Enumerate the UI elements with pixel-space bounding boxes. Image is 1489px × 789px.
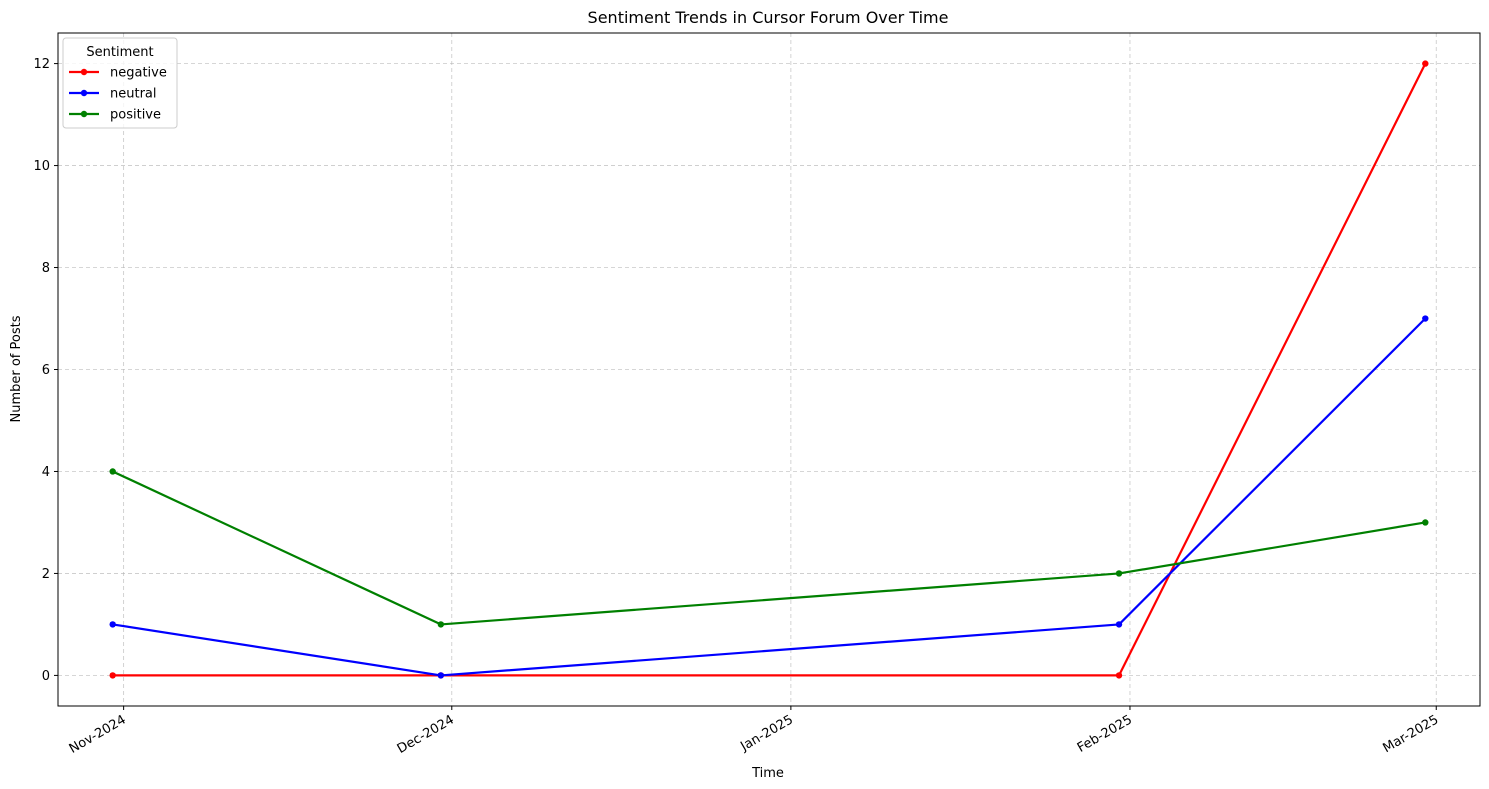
data-point-negative: [1422, 60, 1429, 67]
x-tick-label: Feb-2025: [1075, 712, 1135, 755]
legend-label-positive: positive: [110, 108, 161, 123]
data-point-negative: [1115, 672, 1123, 679]
x-axis-label: Time: [751, 766, 784, 781]
y-axis-label: Number of Posts: [9, 315, 24, 422]
legend-box: [62, 37, 178, 129]
x-tick-label: Jan-2025: [737, 712, 795, 754]
y-tick-label: 4: [42, 465, 50, 480]
series-group: [109, 60, 1429, 679]
data-point-neutral: [1115, 621, 1123, 628]
data-point-negative: [109, 672, 116, 679]
data-point-positive: [1422, 519, 1429, 526]
chart-title: Sentiment Trends in Cursor Forum Over Ti…: [588, 8, 949, 27]
x-tick-label: Mar-2025: [1380, 712, 1441, 756]
series-line-negative: [112, 63, 1427, 677]
grid-lines: [58, 33, 1480, 706]
y-tick-label: 8: [42, 261, 50, 276]
series-line-neutral: [112, 317, 1427, 677]
data-point-positive: [437, 621, 445, 628]
data-point-neutral: [437, 672, 445, 679]
data-point-neutral: [109, 621, 116, 628]
y-tick-label: 0: [42, 669, 50, 684]
data-point-neutral: [1422, 315, 1429, 322]
legend-label-negative: negative: [110, 66, 167, 81]
x-tick-label: Nov-2024: [67, 712, 129, 756]
data-point-positive: [1115, 570, 1123, 577]
legend: Sentiment negative neutral positive: [62, 37, 178, 129]
legend-marker-positive: [80, 110, 88, 118]
y-tick-label: 10: [33, 159, 50, 174]
y-tick-label: 2: [42, 567, 50, 582]
axes: 0 2 4 6 8 10 12 Nov-2024 Dec-2024 Jan-2025 Feb-202…: [33, 57, 1441, 757]
legend-title: Sentiment: [86, 45, 153, 60]
x-tick-label: Dec-2024: [395, 712, 457, 756]
data-point-positive: [109, 468, 116, 475]
y-tick-label: 6: [42, 363, 50, 378]
y-tick-label: 12: [33, 57, 50, 72]
legend-marker-negative: [80, 68, 88, 76]
legend-label-neutral: neutral: [110, 87, 157, 102]
legend-marker-neutral: [80, 89, 88, 97]
series-line-positive: [112, 470, 1426, 626]
